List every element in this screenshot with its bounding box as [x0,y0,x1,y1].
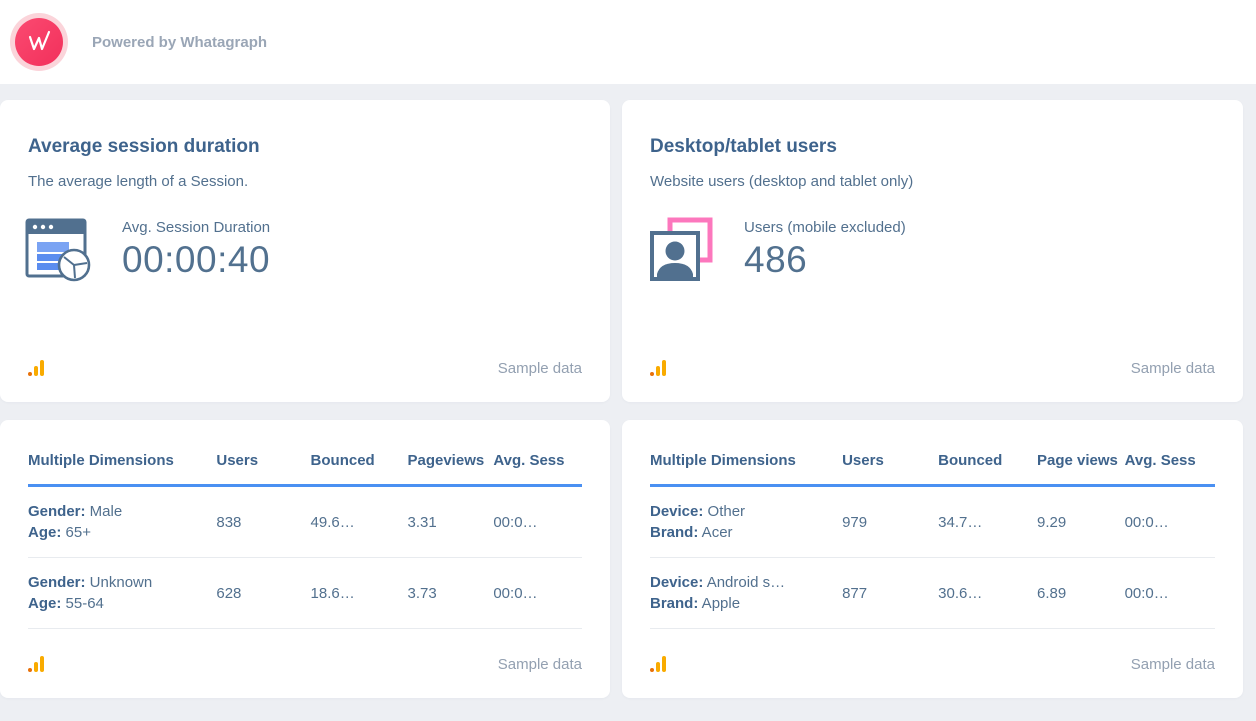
metric-text: Users (mobile excluded) 486 [744,219,906,281]
bounced-cell: 49.6… [310,485,408,558]
user-photo-icon [650,217,713,281]
metric-label: Avg. Session Duration [122,219,271,236]
bounced-cell: 30.6… [938,557,1038,629]
card-footer: Sample data [650,360,1215,377]
pageviews-cell: 6.89 [1037,557,1125,629]
metric-value: 00:00:40 [122,239,271,280]
card-footer: Sample data [28,656,582,673]
col-multiple-dimensions: Multiple Dimensions [28,452,217,487]
table-row: Gender: Male Age: 65+ 838 49.6… 3.31 00:… [28,485,582,558]
dimension-cell: Device: Android s… Brand: Apple [650,557,843,629]
table-row: Gender: Unknown Age: 55-64 628 18.6… 3.7… [28,557,582,629]
card-footer: Sample data [650,656,1215,673]
col-avg-session: Avg. Sess [1124,452,1215,487]
avg-session-cell: 00:0… [1124,485,1215,558]
table-row: Device: Android s… Brand: Apple 877 30.6… [650,557,1215,629]
dimension-cell: Gender: Male Age: 65+ [28,485,217,558]
sample-data-label: Sample data [1130,360,1215,377]
table-row: Device: Other Brand: Acer 979 34.7… 9.29… [650,485,1215,558]
bounced-cell: 34.7… [938,485,1038,558]
col-bounced: Bounced [938,452,1038,487]
demographics-table: Multiple Dimensions Users Bounced Pagevi… [28,452,582,629]
card-subtitle: Website users (desktop and tablet only) [650,173,914,190]
col-avg-session: Avg. Sess [493,452,582,487]
whatagraph-w-icon [28,30,51,51]
table-header-row: Multiple Dimensions Users Bounced Pagevi… [28,452,582,487]
col-users: Users [216,452,311,487]
card-title: Average session duration [28,136,260,157]
google-analytics-icon [28,360,47,377]
card-title: Desktop/tablet users [650,136,837,157]
google-analytics-icon [650,656,669,673]
users-cell: 979 [842,485,939,558]
metric-row: Users (mobile excluded) 486 [622,190,1243,283]
whatagraph-logo-circle [15,18,63,66]
avg-session-cell: 00:0… [493,485,582,558]
sample-data-label: Sample data [497,656,582,673]
avg-session-cell: 00:0… [493,557,582,629]
whatagraph-logo[interactable] [10,13,68,71]
card-average-session-duration: Average session duration The average len… [0,100,610,402]
metric-row: Avg. Session Duration 00:00:40 [0,190,610,283]
col-multiple-dimensions: Multiple Dimensions [650,452,843,487]
dimension-cell: Gender: Unknown Age: 55-64 [28,557,217,629]
metric-text: Avg. Session Duration 00:00:40 [122,219,270,281]
card-desktop-tablet-users: Desktop/tablet users Website users (desk… [622,100,1243,402]
metric-value: 486 [744,239,808,280]
avg-session-cell: 00:0… [1124,557,1215,629]
google-analytics-icon [28,656,47,673]
powered-by-label: Powered by Whatagraph [92,33,268,51]
col-users: Users [842,452,939,487]
pageviews-cell: 9.29 [1037,485,1125,558]
card-subtitle: The average length of a Session. [28,173,249,190]
sample-data-label: Sample data [1130,656,1215,673]
col-bounced: Bounced [310,452,408,487]
card-footer: Sample data [28,360,582,377]
card-demographics-table: Multiple Dimensions Users Bounced Pagevi… [0,420,610,698]
bounced-cell: 18.6… [310,557,408,629]
users-cell: 628 [216,557,311,629]
users-cell: 877 [842,557,939,629]
top-header-bar: Powered by Whatagraph [0,0,1256,84]
col-pageviews: Pageviews [407,452,494,487]
browser-clock-icon [25,218,91,282]
table-wrap: Multiple Dimensions Users Bounced Page v… [622,420,1243,629]
pageviews-cell: 3.73 [407,557,494,629]
card-devices-table: Multiple Dimensions Users Bounced Page v… [622,420,1243,698]
sample-data-label: Sample data [497,360,582,377]
metric-label: Users (mobile excluded) [744,219,906,236]
users-cell: 838 [216,485,311,558]
dimension-cell: Device: Other Brand: Acer [650,485,843,558]
col-page-views: Page views [1037,452,1125,487]
google-analytics-icon [650,360,669,377]
devices-table: Multiple Dimensions Users Bounced Page v… [650,452,1215,629]
table-header-row: Multiple Dimensions Users Bounced Page v… [650,452,1215,487]
pageviews-cell: 3.31 [407,485,494,558]
table-wrap: Multiple Dimensions Users Bounced Pagevi… [0,420,610,629]
